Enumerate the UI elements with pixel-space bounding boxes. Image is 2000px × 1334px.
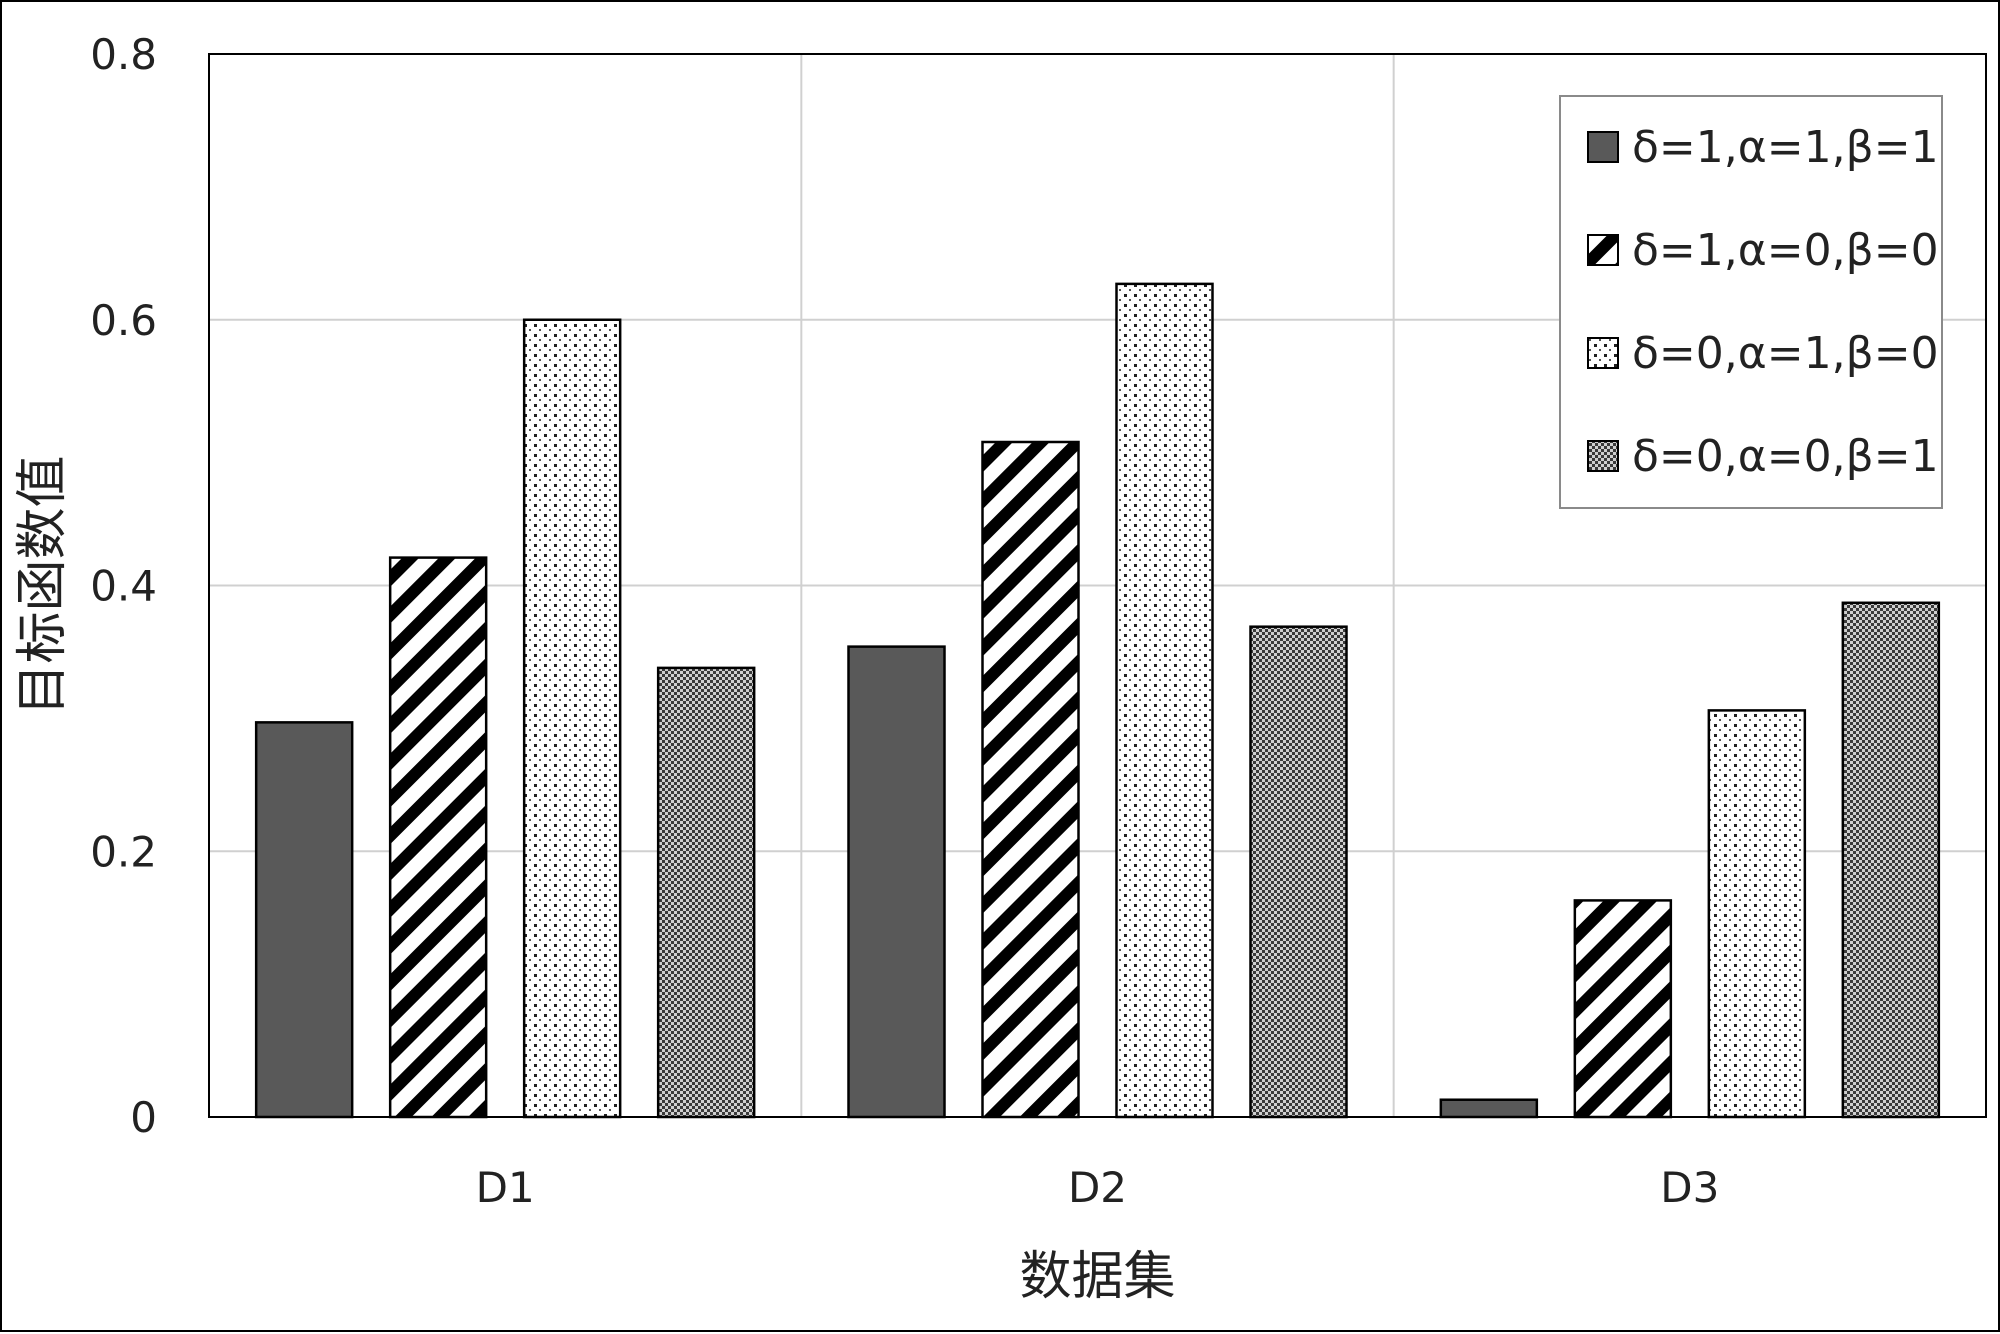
y-tick-label: 0.2: [90, 827, 157, 876]
bar-d3-series-2: [1573, 899, 1673, 1119]
legend-label-4: δ=0,α=0,β=1: [1632, 431, 1939, 482]
y-tick-label: 0: [130, 1093, 157, 1142]
bar-d2-series-3: [1115, 282, 1214, 1119]
y-tick-label: 0.6: [90, 296, 157, 345]
bars-layer: [254, 282, 1941, 1119]
legend-label-2: δ=1,α=0,β=0: [1632, 225, 1939, 276]
gridlines: [209, 54, 1986, 1117]
bar-d1-series-4: [656, 666, 756, 1119]
y-tick-label: 0.4: [90, 562, 157, 611]
x-axis-categories: D1 D2 D3: [476, 1163, 1720, 1212]
bar-d1-series-1: [254, 721, 354, 1119]
bar-d1-series-2: [388, 556, 488, 1119]
bar-d3-series-4: [1841, 601, 1941, 1119]
x-category-label: D3: [1660, 1163, 1719, 1212]
legend-swatch-1: [1587, 131, 1619, 163]
x-category-label: D2: [1068, 1163, 1127, 1212]
legend-swatch-4: [1587, 440, 1619, 472]
x-category-label: D1: [476, 1163, 535, 1212]
bar-d3-series-1: [1439, 1098, 1539, 1119]
legend-box: [1559, 95, 1943, 509]
legend-swatch-2: [1587, 234, 1619, 266]
bar-d1-series-3: [522, 318, 622, 1119]
bar-d2-series-2: [981, 440, 1080, 1119]
x-axis-title: 数据集: [1019, 1247, 1175, 1307]
legend-label-3: δ=0,α=1,β=0: [1632, 328, 1939, 379]
y-axis-title: 目标函数值: [13, 455, 73, 715]
legend: δ=1,α=1,β=1 δ=1,α=0,β=0 δ=0,α=1,β=0 δ=0,α=0…: [1559, 95, 1943, 509]
y-axis-ticks: 0 0.2 0.4 0.6 0.8: [90, 30, 157, 1142]
bar-d2-series-1: [847, 645, 946, 1119]
bar-d3-series-3: [1707, 709, 1807, 1119]
legend-label-1: δ=1,α=1,β=1: [1632, 122, 1939, 173]
plot-area-border: [208, 53, 1987, 1118]
legend-swatch-3: [1587, 337, 1619, 369]
y-tick-label: 0.8: [90, 30, 157, 79]
bar-d2-series-4: [1249, 625, 1348, 1119]
